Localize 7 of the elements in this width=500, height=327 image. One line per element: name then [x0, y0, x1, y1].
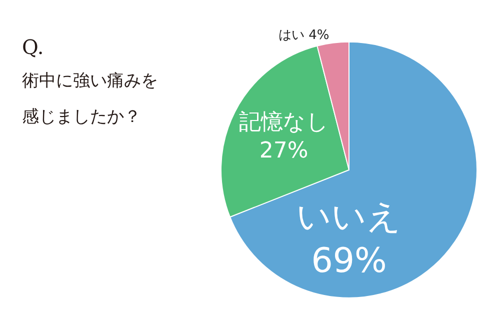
slice-label: はい 4%	[278, 28, 330, 44]
data-label: 69%	[311, 241, 387, 282]
text: Q.	[22, 35, 44, 59]
slice-label: いいえ	[296, 196, 402, 237]
text: 術中に強い痛みを感じましたか？	[22, 71, 158, 127]
data-label: 27%	[259, 138, 308, 164]
slice-label: 記憶なし	[238, 110, 329, 135]
